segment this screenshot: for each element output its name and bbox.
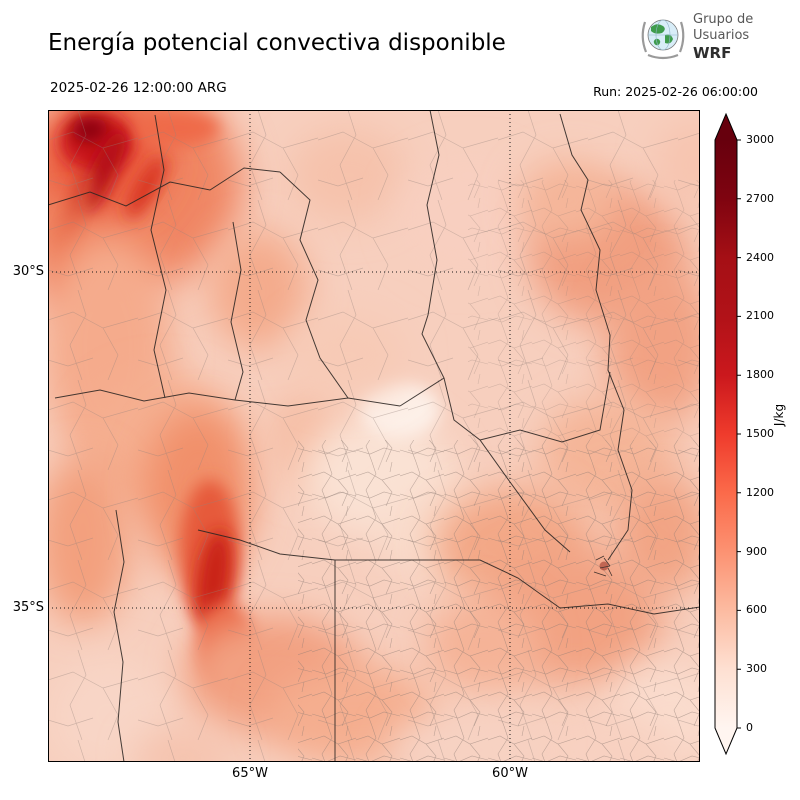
logo-text: Grupo de Usuarios WRF xyxy=(693,12,753,61)
colorbar-arrow-top xyxy=(715,114,737,140)
colorbar-tick-marks xyxy=(737,139,741,729)
map-border xyxy=(48,110,700,762)
run-time-label: Run: 2025-02-26 06:00:00 xyxy=(593,84,758,99)
colorbar-unit-label: J/kg xyxy=(772,403,786,427)
colorbar-tick: 300 xyxy=(746,662,767,675)
city-cluster xyxy=(593,555,613,577)
lon-label-60w: 60°W xyxy=(492,766,528,781)
logo-line1: Grupo de xyxy=(693,12,754,28)
logo-line3: WRF xyxy=(693,43,732,62)
page-title: Energía potencial convectiva disponible xyxy=(48,30,506,56)
colorbar-arrow-bottom xyxy=(715,728,737,754)
logo-line2: Usuarios xyxy=(693,28,750,43)
colorbar-tick: 2100 xyxy=(746,309,774,322)
colorbar-tick: 3000 xyxy=(746,133,774,146)
department-boundaries-southeast xyxy=(298,440,700,762)
latlon-gridlines xyxy=(48,110,700,762)
colorbar-tick: 0 xyxy=(746,721,753,734)
department-boundaries-east xyxy=(468,180,700,440)
lon-label-65w: 65°W xyxy=(232,766,268,781)
colorbar-tick: 900 xyxy=(746,545,767,558)
cape-map xyxy=(48,110,700,762)
colorbar xyxy=(714,112,741,756)
colorbar-tick: 2400 xyxy=(746,251,774,264)
colorbar-tick: 600 xyxy=(746,603,767,616)
colorbar-tick: 2700 xyxy=(746,192,774,205)
globe-icon xyxy=(641,19,685,60)
lat-label-30s: 30°S xyxy=(12,264,44,279)
wrf-logo: Grupo de Usuarios WRF xyxy=(638,12,753,62)
lat-label-35s: 35°S xyxy=(12,600,44,615)
colorbar-tick: 1500 xyxy=(746,427,774,440)
colorbar-tick: 1200 xyxy=(746,486,774,499)
valid-time-label: 2025-02-26 12:00:00 ARG xyxy=(50,80,227,96)
colorbar-gradient xyxy=(715,140,737,728)
colorbar-tick: 1800 xyxy=(746,368,774,381)
